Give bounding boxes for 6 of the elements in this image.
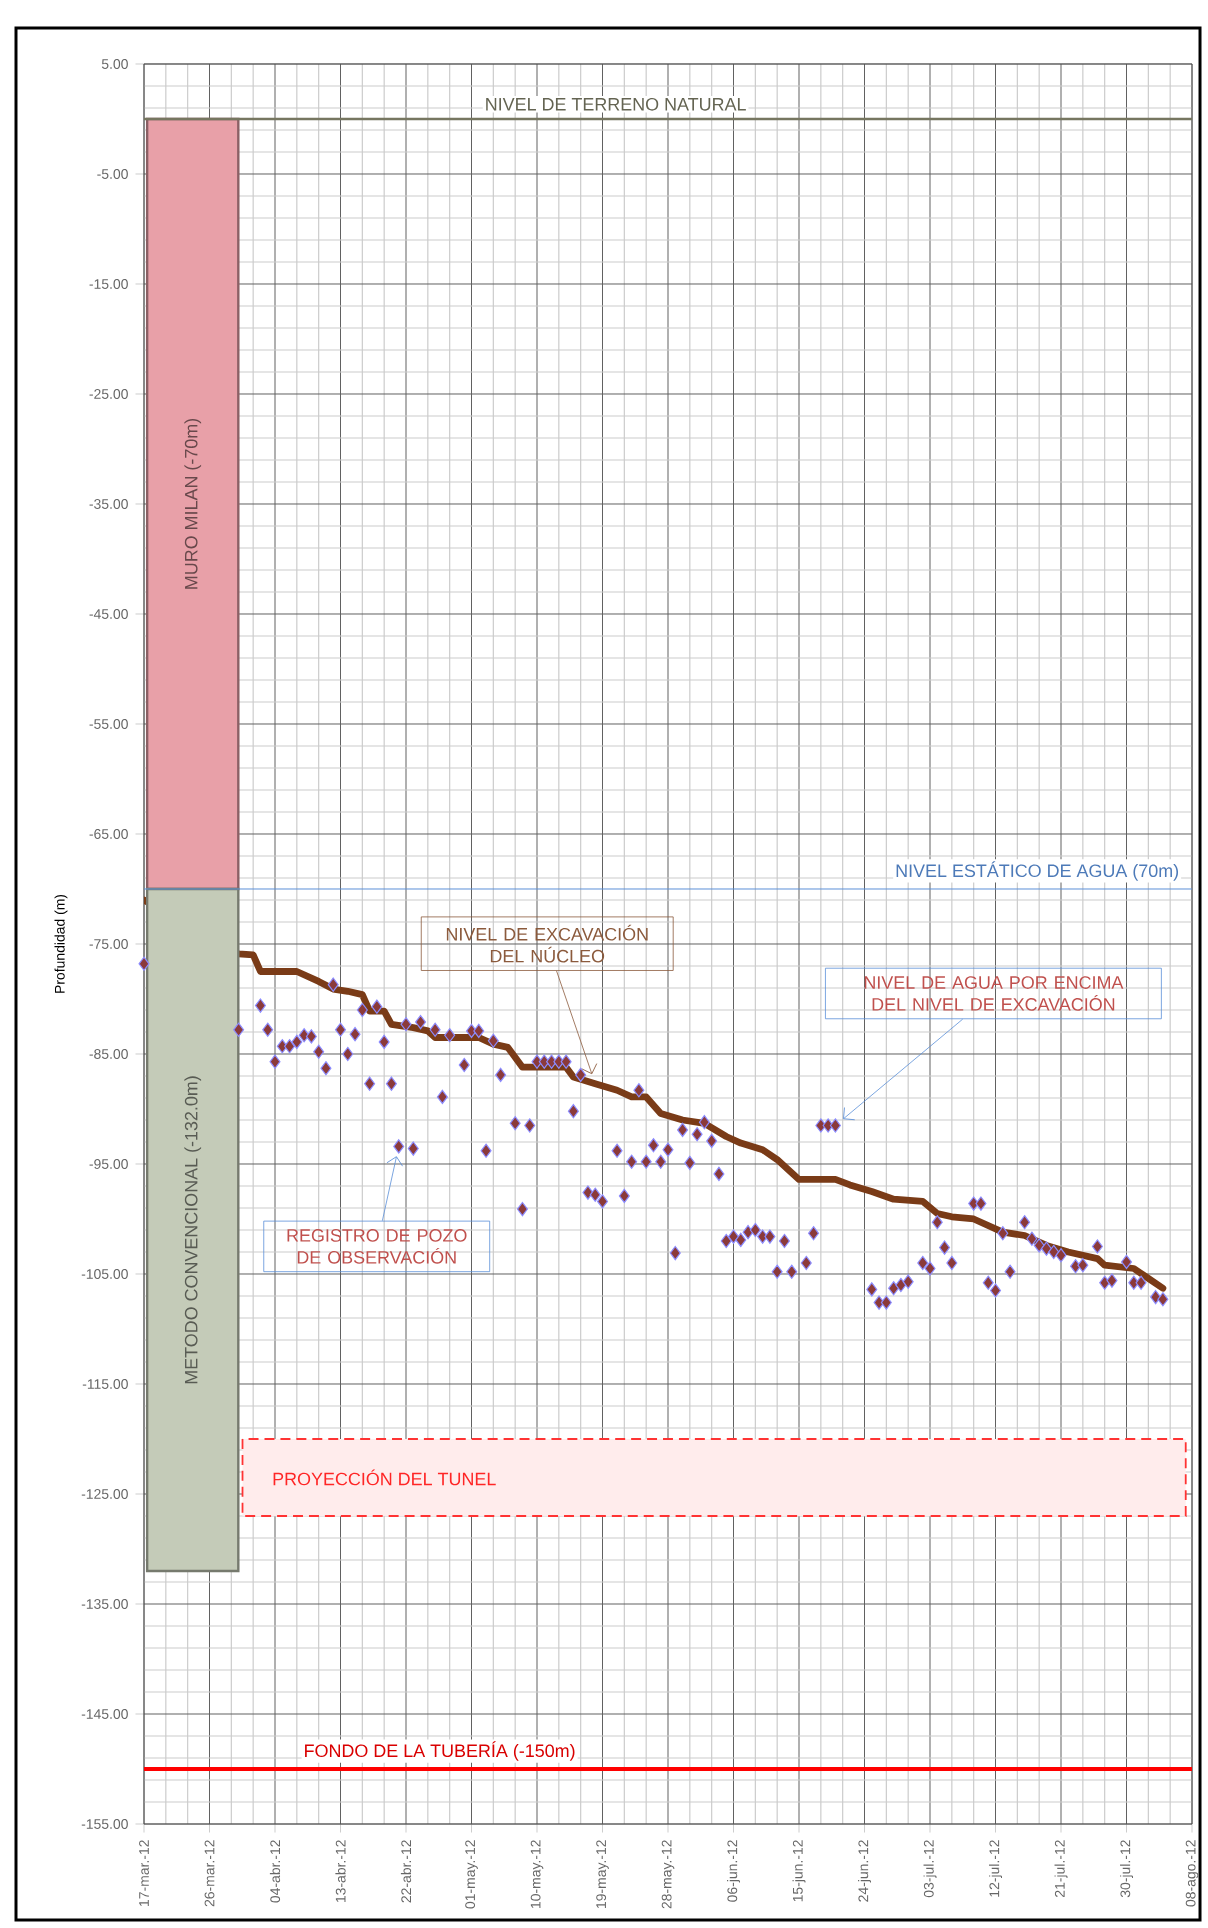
- ref-line-label: FONDO DE LA TUBERÍA (-150m): [305, 1741, 575, 1761]
- band-label: METODO CONVENCIONAL (-132.0m): [184, 1076, 202, 1384]
- ref-line-label: NIVEL DE TERRENO NATURAL: [486, 97, 746, 111]
- band-label: PROYECCIÓN DEL TUNEL: [273, 1469, 496, 1486]
- band-label: MURO MILAN (-70m): [184, 418, 202, 589]
- ref-line-label: NIVEL ESTÁTICO DE AGUA (70m): [896, 861, 1179, 881]
